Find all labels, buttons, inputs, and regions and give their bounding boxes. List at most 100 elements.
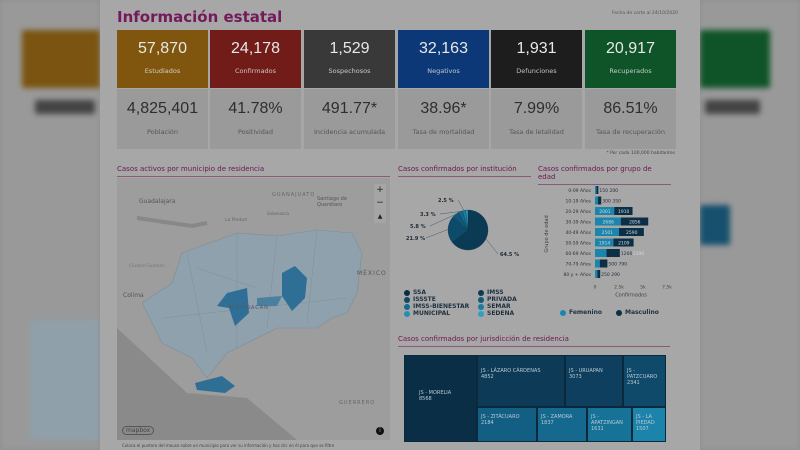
bar-value-label: 1914 [599,240,611,246]
info-icon[interactable]: i [376,427,384,435]
map-label-ciudad-guzman: Ciudad Guzmán [129,264,165,269]
zoom-in-button[interactable]: + [376,185,384,195]
legend-item-sedena[interactable]: SEDENA [478,310,528,317]
bar-femenino[interactable] [595,259,600,268]
treemap-cell[interactable]: JS - LÁZARO CÁRDENAS 4852 [477,355,565,407]
legend-item-ssa[interactable]: SSA [404,289,478,296]
bar-masculino[interactable] [614,207,633,215]
treemap-cell[interactable]: JS - ZITÁCUARO 2184 [477,407,537,442]
legend-item-privada[interactable]: PRIVADA [478,296,528,303]
bar-value-label: 2686 [602,219,614,225]
treemap-cell[interactable]: JS - LA PIEDAD 1507 [632,407,666,442]
michoacan-region[interactable] [141,229,363,379]
map-canvas[interactable] [117,178,390,440]
map-label-la-piedad: La Piedad [225,218,247,223]
card-stat: 41.78% [228,100,283,117]
bar-value-label: 790 [618,261,627,267]
map-label-guanajuato: GUANAJUATO [272,192,316,198]
bar-masculino[interactable] [596,186,599,194]
bar-femenino[interactable] [595,207,615,215]
map[interactable]: GUANAJUATO Guadalajara Santiago de Queré… [117,178,390,440]
bar-femenino[interactable] [595,228,620,236]
treemap-cell-name: JS - APATZINGAN [591,414,623,426]
bar-masculino[interactable] [606,249,620,257]
age-legend: Femenino Masculino [560,309,659,316]
card-stat-label: Población [146,128,179,136]
municipality-morelia[interactable] [282,266,307,311]
pie-label: 21.9 % [406,236,425,242]
legend-dot [478,310,484,317]
card-primary: 57,870 Estudiados [117,30,208,88]
bar-value-label: 200 [609,188,618,194]
treemap-cell-value: 1507 [636,426,649,432]
map-label-salamanca: Salamanca [267,211,290,216]
treemap-cell-value: 4852 [481,374,494,380]
bar-masculino[interactable] [597,196,602,205]
bar-femenino[interactable] [595,217,621,226]
legend-masculino[interactable]: Masculino [615,309,659,316]
municipality-uruapan[interactable] [217,288,249,326]
stat-card-defunciones: 1,931 Defunciones 7.99% Tasa de letalidad [491,30,582,149]
age-category-label: 20-29 Años [565,209,591,215]
age-category-label: 70-79 Años [565,262,591,268]
bar-femenino[interactable] [595,249,607,257]
zoom-out-button[interactable]: − [376,198,384,208]
stat-card-estudiados: 57,870 Estudiados 4,825,401 Población [117,30,208,149]
legend-item-imss-bienestar[interactable]: IMSS-BIENESTAR [404,303,478,310]
municipality-patzcuaro[interactable] [257,296,282,306]
legend-item-imss[interactable]: IMSS [478,289,528,296]
treemap-cell[interactable]: JS - PATZCUARO 2341 [623,355,666,407]
treemap-cell-name: JS - ZITÁCUARO [481,414,520,420]
card-stat-label: Tasa de recuperación [596,128,665,136]
card-stat: 491.77* [321,100,378,117]
age-category-label: 80 y + Años [564,272,592,278]
bar-value-label: 1390 [633,251,645,257]
age-bar-chart: 0-09 Años 150 200 10-19 Años 300 350 20-29 Año… [544,186,672,299]
treemap-cell-name: JS - LÁZARO CÁRDENAS [481,368,541,374]
pie-leader-line [429,214,456,227]
card-primary: 32,163 Negativos [398,30,489,88]
bar-femenino[interactable] [595,270,598,278]
institution-pie-chart: 64.5 % 21.9 % 5.8 % 3.3 % 2.5 % [406,198,519,258]
compass-button[interactable]: ▲ [377,213,383,220]
mapbox-logo: mapbox [122,426,155,435]
treemap-cell[interactable]: JS - MORELIA 8568 [404,355,477,442]
y-axis-label: Grupo de edad [544,215,550,252]
treemap-cell[interactable]: JS - ZAMORA 1837 [537,407,587,442]
map-label-michoacan: MICHOACÁN [229,305,269,311]
bar-masculino[interactable] [620,217,649,226]
bar-femenino[interactable] [595,186,597,194]
card-secondary: 7.99% Tasa de letalidad [491,89,582,149]
lake-chapala [136,216,208,229]
bar-masculino[interactable] [597,270,601,278]
legend-item-semar[interactable]: SEMAR [478,303,528,310]
treemap-cell[interactable]: JS - URUAPAN 3073 [565,355,623,407]
bar-value-label: 500 [608,261,617,267]
card-stat-label: Positividad [237,128,274,136]
treemap-cell-name: JS - MORELIA [419,390,452,396]
bar-masculino[interactable] [613,238,634,247]
bar-masculino[interactable] [619,228,644,236]
bar-femenino[interactable] [595,196,598,205]
card-label: Negativos [427,67,460,75]
map-label-guerrero: GUERRERO [339,400,376,406]
legend-item-municipal[interactable]: MUNICIPAL [404,310,478,317]
page-title: Información estatal [117,8,283,26]
legend-femenino[interactable]: Femenino [560,309,602,316]
pie-leader-line [457,199,465,211]
bar-value-label: 2501 [602,230,614,236]
card-stat: 38.96* [420,100,467,117]
bar-femenino[interactable] [595,238,614,247]
legend-item-issste[interactable]: ISSSTE [404,296,478,303]
map-label-guadalajara: Guadalajara [139,198,176,205]
ocean [117,328,297,440]
pie-slice[interactable] [465,209,469,231]
treemap-cell[interactable]: JS - APATZINGAN 1631 [587,407,632,442]
card-primary: 1,931 Defunciones [491,30,582,88]
cutoff-date: Fecha de corte al 24/10/2020 [611,11,678,16]
bar-masculino[interactable] [599,259,608,268]
bar-value-label: 1200 [621,251,633,257]
age-category-label: 60-69 Años [565,251,591,257]
pie-label: 3.3 % [420,212,436,218]
municipality-lazaro-cardenas[interactable] [195,376,235,393]
